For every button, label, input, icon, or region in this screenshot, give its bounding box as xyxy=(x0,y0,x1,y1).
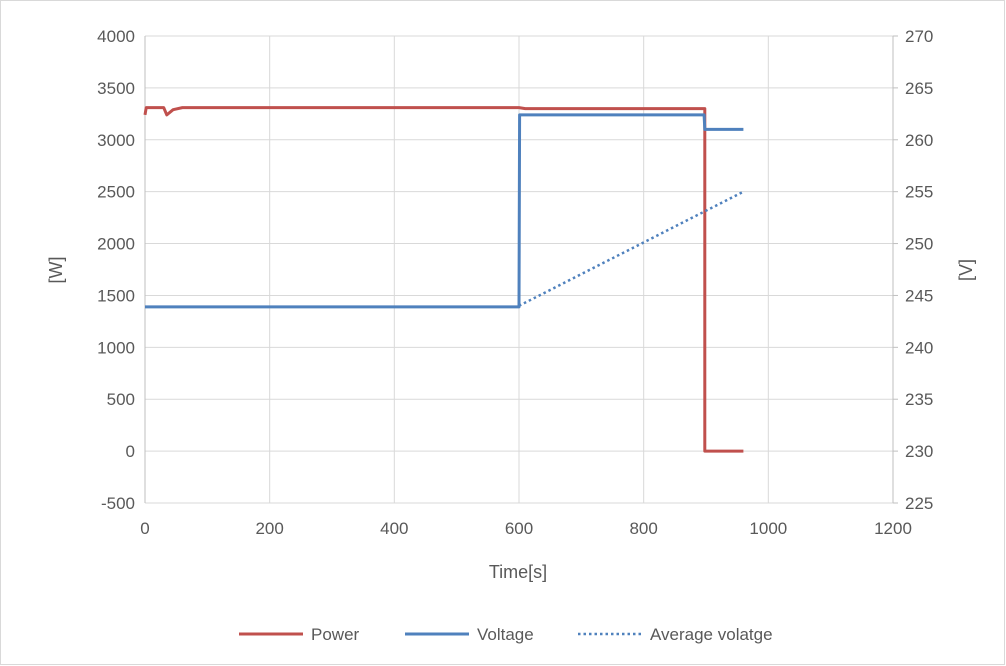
legend-label: Average volatge xyxy=(650,625,773,644)
y-tick-label: 3000 xyxy=(97,131,135,150)
y-tick-label: 3500 xyxy=(97,79,135,98)
series-layer xyxy=(143,106,744,453)
y-tick-label: 4000 xyxy=(97,27,135,46)
series-line-average-volatge xyxy=(518,190,744,307)
y-tick-label: 1000 xyxy=(97,338,135,357)
y-tick-label: 500 xyxy=(107,390,135,409)
x-tick-label: 400 xyxy=(380,519,408,538)
y2-tick-label: 260 xyxy=(905,131,933,150)
y2-tick-label: 270 xyxy=(905,27,933,46)
legend: Power Voltage Average volatge xyxy=(239,625,773,644)
y-tick-label: -500 xyxy=(101,494,135,513)
legend-label: Power xyxy=(311,625,360,644)
x-tick-label: 0 xyxy=(140,519,149,538)
y2-tick-label: 230 xyxy=(905,442,933,461)
y-tick-label: 0 xyxy=(126,442,135,461)
y2-tick-label: 245 xyxy=(905,286,933,305)
series-line-voltage xyxy=(145,113,744,309)
x-tick-label: 1000 xyxy=(749,519,787,538)
y2-tick-label: 240 xyxy=(905,338,933,357)
x-tick-label: 800 xyxy=(629,519,657,538)
x-tick-label: 600 xyxy=(505,519,533,538)
y-tick-label: 1500 xyxy=(97,286,135,305)
y2-tick-label: 250 xyxy=(905,235,933,254)
y2-tick-label: 265 xyxy=(905,79,933,98)
y-tick-label: 2000 xyxy=(97,235,135,254)
y2-tick-label: 225 xyxy=(905,494,933,513)
y-axis-title: [W] xyxy=(46,257,66,284)
x-axis-title: Time[s] xyxy=(489,562,547,582)
y2-axis-title: [V] xyxy=(956,259,976,281)
tick-labels: -500050010001500200025003000350040002252… xyxy=(97,27,933,538)
y2-tick-label: 255 xyxy=(905,183,933,202)
x-tick-label: 200 xyxy=(255,519,283,538)
x-tick-label: 1200 xyxy=(874,519,912,538)
y2-tick-label: 235 xyxy=(905,390,933,409)
y-tick-label: 2500 xyxy=(97,183,135,202)
series-line-power xyxy=(143,106,744,453)
legend-label: Voltage xyxy=(477,625,534,644)
